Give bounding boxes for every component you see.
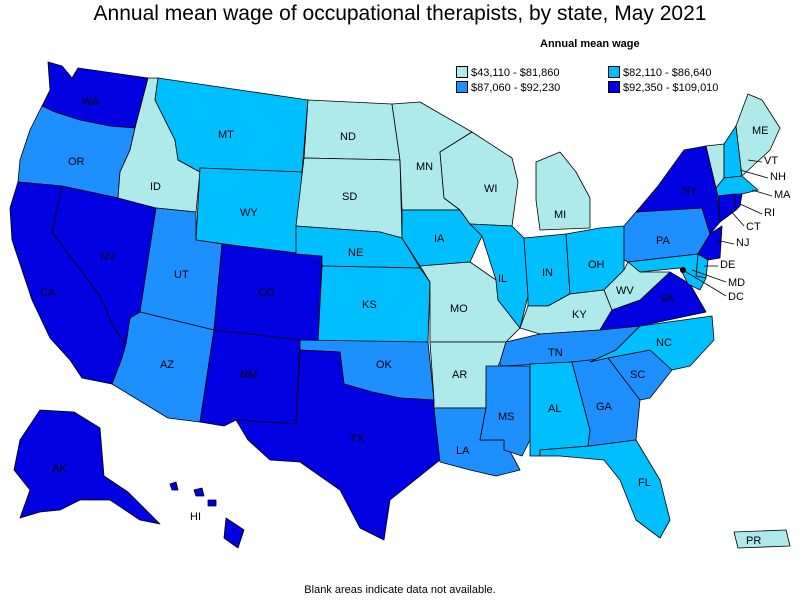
label-sc: SC bbox=[630, 369, 645, 381]
label-hi: HI bbox=[190, 511, 201, 523]
label-fl: FL bbox=[638, 477, 651, 489]
label-nc: NC bbox=[656, 337, 672, 349]
label-ca: CA bbox=[40, 287, 56, 299]
leader-ri bbox=[739, 203, 763, 215]
label-dc: DC bbox=[728, 291, 744, 303]
label-ct: CT bbox=[746, 221, 761, 233]
footnote: Blank areas indicate data not available. bbox=[304, 584, 496, 596]
leader-ma bbox=[751, 189, 773, 197]
legend-swatch-range-1 bbox=[456, 66, 468, 78]
label-oh: OH bbox=[588, 259, 605, 271]
map-title: Annual mean wage of occupational therapi… bbox=[93, 2, 707, 25]
label-wy: WY bbox=[240, 207, 258, 219]
state-md[interactable] bbox=[627, 253, 707, 291]
label-pr: PR bbox=[746, 535, 761, 547]
label-ks: KS bbox=[362, 299, 377, 311]
label-nd: ND bbox=[340, 131, 356, 143]
label-tx: TX bbox=[350, 433, 365, 445]
legend-item-range-4: $92,350 - $109,010 bbox=[608, 81, 718, 95]
legend-swatch-range-2 bbox=[608, 66, 620, 78]
leader-nj bbox=[715, 239, 735, 245]
label-nv: NV bbox=[100, 251, 116, 263]
label-ma: MA bbox=[774, 189, 791, 201]
label-id: ID bbox=[150, 181, 161, 193]
label-ny: NY bbox=[682, 185, 698, 197]
legend-item-range-1: $43,110 - $81,860 bbox=[456, 66, 559, 80]
label-nj: NJ bbox=[736, 237, 749, 249]
legend-item-range-3: $87,060 - $92,230 bbox=[456, 81, 560, 95]
label-ga: GA bbox=[596, 401, 613, 413]
state-hi[interactable] bbox=[169, 481, 245, 549]
label-or: OR bbox=[68, 156, 85, 168]
label-mn: MN bbox=[416, 161, 433, 173]
label-ak: AK bbox=[52, 463, 67, 475]
label-ar: AR bbox=[452, 369, 467, 381]
label-pa: PA bbox=[656, 235, 671, 247]
label-co: CO bbox=[258, 287, 275, 299]
label-nh: NH bbox=[770, 171, 786, 183]
label-in: IN bbox=[542, 267, 553, 279]
state-ct[interactable] bbox=[717, 193, 737, 223]
label-sd: SD bbox=[342, 191, 357, 203]
label-wi: WI bbox=[484, 183, 497, 195]
label-al: AL bbox=[548, 403, 561, 415]
legend-swatch-range-4 bbox=[608, 81, 620, 93]
label-va: VA bbox=[660, 293, 675, 305]
leader-ct bbox=[729, 209, 745, 227]
legend-label-range-3: $87,060 - $92,230 bbox=[471, 82, 561, 94]
label-ok: OK bbox=[376, 359, 393, 371]
legend-label-range-4: $92,350 - $109,010 bbox=[623, 82, 719, 94]
label-ky: KY bbox=[572, 309, 587, 321]
state-nd[interactable] bbox=[303, 99, 401, 161]
leader-md bbox=[691, 269, 727, 283]
state-tx[interactable] bbox=[235, 349, 441, 541]
label-nm: NM bbox=[240, 369, 257, 381]
label-la: LA bbox=[456, 445, 470, 457]
state-nj[interactable] bbox=[697, 225, 723, 261]
state-mi[interactable] bbox=[535, 151, 591, 231]
legend-label-range-1: $43,110 - $81,860 bbox=[471, 67, 560, 79]
label-tn: TN bbox=[548, 347, 563, 359]
legend-swatch-range-3 bbox=[456, 81, 468, 93]
label-vt: VT bbox=[764, 155, 778, 167]
label-me: ME bbox=[752, 125, 769, 137]
label-il: IL bbox=[498, 273, 507, 285]
label-az: AZ bbox=[160, 359, 174, 371]
state-wv[interactable] bbox=[603, 261, 671, 311]
legend-item-range-2: $82,110 - $86,640 bbox=[608, 66, 711, 80]
label-ms: MS bbox=[498, 411, 515, 423]
label-ut: UT bbox=[174, 269, 189, 281]
label-de: DE bbox=[720, 259, 735, 271]
state-mt[interactable] bbox=[154, 77, 309, 173]
legend-label-range-2: $82,110 - $86,640 bbox=[623, 67, 712, 79]
label-wv: WV bbox=[616, 285, 634, 297]
leader-vt bbox=[747, 159, 763, 163]
leader-nh bbox=[739, 169, 769, 179]
leader-dc bbox=[682, 269, 727, 297]
label-wa: WA bbox=[82, 96, 100, 108]
label-mt: MT bbox=[218, 129, 234, 141]
label-mi: MI bbox=[554, 209, 566, 221]
label-mo: MO bbox=[450, 303, 468, 315]
label-ia: IA bbox=[434, 233, 445, 245]
state-ak[interactable] bbox=[13, 409, 161, 525]
legend-title: Annual mean wage bbox=[540, 38, 640, 50]
state-pr[interactable] bbox=[733, 529, 791, 549]
state-ks[interactable] bbox=[317, 265, 431, 343]
label-ne: NE bbox=[348, 247, 363, 259]
state-fl[interactable] bbox=[539, 439, 671, 539]
label-md: MD bbox=[728, 277, 745, 289]
label-ri: RI bbox=[764, 207, 775, 219]
state-nc[interactable] bbox=[589, 315, 715, 371]
state-ri[interactable] bbox=[733, 193, 743, 211]
